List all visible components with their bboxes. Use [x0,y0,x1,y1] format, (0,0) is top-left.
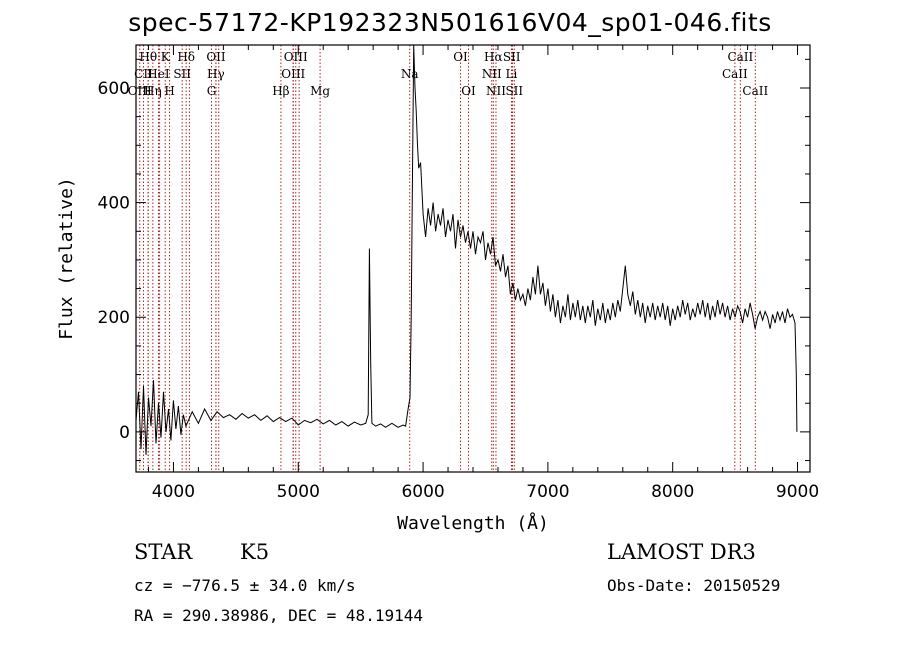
coordinates: RA = 290.38986, DEC = 48.19144 [134,606,423,625]
line-marker-label: Hη [144,84,162,98]
line-marker-group [139,45,756,472]
line-marker-label: CaII [742,84,768,98]
y-tick-label: 200 [98,308,130,328]
line-marker-label: OI [461,84,476,98]
line-marker-label: Hδ [177,50,195,64]
y-tick-label: 600 [98,79,130,99]
observation-date: Obs-Date: 20150529 [607,576,781,595]
chart-title: spec-57172-KP192323N501616V04_sp01-046.f… [128,8,772,37]
line-marker-label: Hγ [207,67,225,81]
line-marker-label: OIII [128,84,152,98]
x-tick-label: 6000 [401,482,444,502]
line-marker-label: SII [173,67,191,81]
line-marker-label: NII [486,84,506,98]
redshift-velocity: cz = −776.5 ± 34.0 km/s [134,576,356,595]
line-marker-label: OIII [281,67,305,81]
y-tick-label: 0 [119,423,130,443]
line-marker-label: SII [505,84,523,98]
line-marker-label: HeI [147,67,170,81]
line-marker-label: K [161,50,171,64]
y-axis-ticks: 0 200 400 600 [98,58,810,462]
line-marker-label: Na [401,67,419,81]
line-marker-label: CaII [722,67,748,81]
x-axis-label: Wavelength (Å) [397,512,549,534]
x-axis-ticks: 4000 5000 6000 7000 8000 9000 [147,45,819,502]
line-marker-label: Li [506,67,518,81]
x-tick-label: 4000 [152,482,195,502]
line-marker-label: OIII [284,50,308,64]
line-marker-label: NII [482,67,502,81]
line-marker-label: Hα [484,50,503,64]
line-marker-label: CII [134,67,153,81]
survey-name: LAMOST DR3 [607,540,756,564]
x-tick-label: 7000 [526,482,569,502]
line-marker-label: CaII [727,50,753,64]
subclass: K5 [240,540,270,564]
line-marker-label: SII [503,50,521,64]
line-marker-label: Hβ [272,84,289,98]
line-marker-label: G [207,84,217,98]
line-marker-label: OII [206,50,226,64]
x-tick-label: 5000 [277,482,320,502]
line-marker-label: Mg [310,84,330,98]
flux-series-line [135,44,798,455]
x-tick-label: 8000 [651,482,694,502]
y-axis-label: Flux (relative) [56,177,77,340]
y-tick-label: 400 [98,194,130,214]
object-type: STAR [134,540,193,564]
x-tick-label: 9000 [776,482,819,502]
line-marker-label: H [164,84,174,98]
plot-frame [135,44,811,473]
line-marker-label: OI [453,50,468,64]
line-marker-label: Hθ [139,50,157,64]
